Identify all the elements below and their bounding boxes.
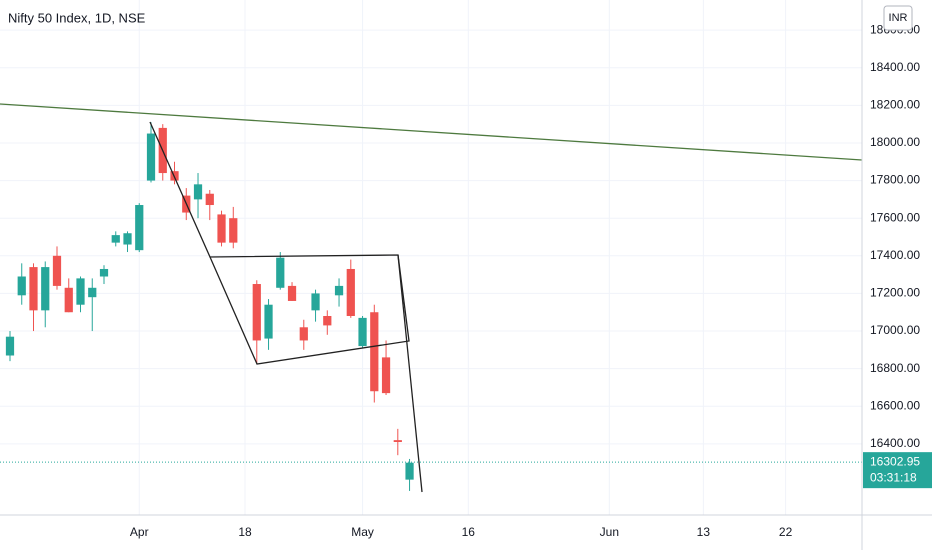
y-tick-label: 16600.00 — [870, 398, 920, 412]
candle-body — [17, 276, 26, 296]
y-tick-label: 16400.00 — [870, 436, 920, 450]
candle-body — [41, 267, 50, 311]
candle-body — [5, 336, 15, 356]
candle-body — [252, 284, 261, 341]
x-tick-label: 22 — [779, 525, 793, 539]
y-tick-label: 16800.00 — [870, 361, 920, 375]
candle-body — [323, 315, 332, 326]
y-tick-label: 18200.00 — [870, 98, 920, 112]
y-tick-label: 17200.00 — [870, 286, 920, 300]
candle-body — [358, 317, 367, 347]
candle-body — [229, 218, 238, 243]
candle-body — [76, 278, 85, 305]
candle-body — [346, 268, 355, 316]
candle-body — [193, 184, 203, 200]
candles — [0, 122, 862, 491]
countdown: 03:31:18 — [870, 470, 917, 484]
candle-body — [299, 327, 308, 341]
chart-title: Nifty 50 Index, 1D, NSE — [8, 10, 146, 25]
candle-body — [393, 440, 402, 443]
currency[interactable]: INR — [889, 12, 908, 24]
x-tick-label: Jun — [600, 525, 619, 539]
candle-body — [276, 257, 285, 288]
last-price-label: 16302.95 — [870, 454, 920, 468]
x-tick-label: 16 — [462, 525, 476, 539]
candle-body — [287, 285, 297, 301]
candle-body — [29, 267, 38, 311]
candle-body — [217, 214, 226, 243]
pattern-line — [209, 254, 410, 365]
drawings — [0, 103, 863, 493]
y-tick-label: 17800.00 — [870, 173, 920, 187]
candle-body — [381, 357, 391, 394]
candle-body — [123, 233, 132, 245]
x-tick-label: Apr — [130, 525, 149, 539]
candle-body — [99, 268, 109, 277]
candle-body — [111, 235, 120, 243]
candle-body — [370, 312, 379, 392]
candle-body — [52, 255, 62, 286]
x-tick-label: 18 — [238, 525, 252, 539]
last-price-tag — [863, 452, 932, 489]
y-tick-label: 18000.00 — [870, 135, 920, 149]
candle-body — [405, 462, 414, 480]
pattern-line — [149, 121, 423, 493]
y-tick-label: 18400.00 — [870, 60, 920, 74]
y-tick-label: 17400.00 — [870, 248, 920, 262]
axes: 16400.00 16600.00 16800.00 17000.00 17200.00… — [130, 22, 932, 539]
candle-body — [205, 193, 214, 206]
y-tick-label: 17000.00 — [870, 323, 920, 337]
currency-box[interactable] — [883, 5, 913, 31]
candle-body — [264, 304, 273, 339]
candle-body — [135, 205, 144, 251]
grid — [0, 0, 862, 515]
candle-body — [334, 285, 344, 296]
y-tick-label: 17600.00 — [870, 210, 920, 224]
candle-body — [146, 133, 156, 181]
candle-body — [88, 287, 97, 298]
candle-body — [64, 287, 73, 313]
x-tick-label: 13 — [697, 525, 711, 539]
x-tick-label: May — [351, 525, 374, 539]
trend-line — [0, 103, 863, 161]
candle-body — [311, 293, 320, 311]
